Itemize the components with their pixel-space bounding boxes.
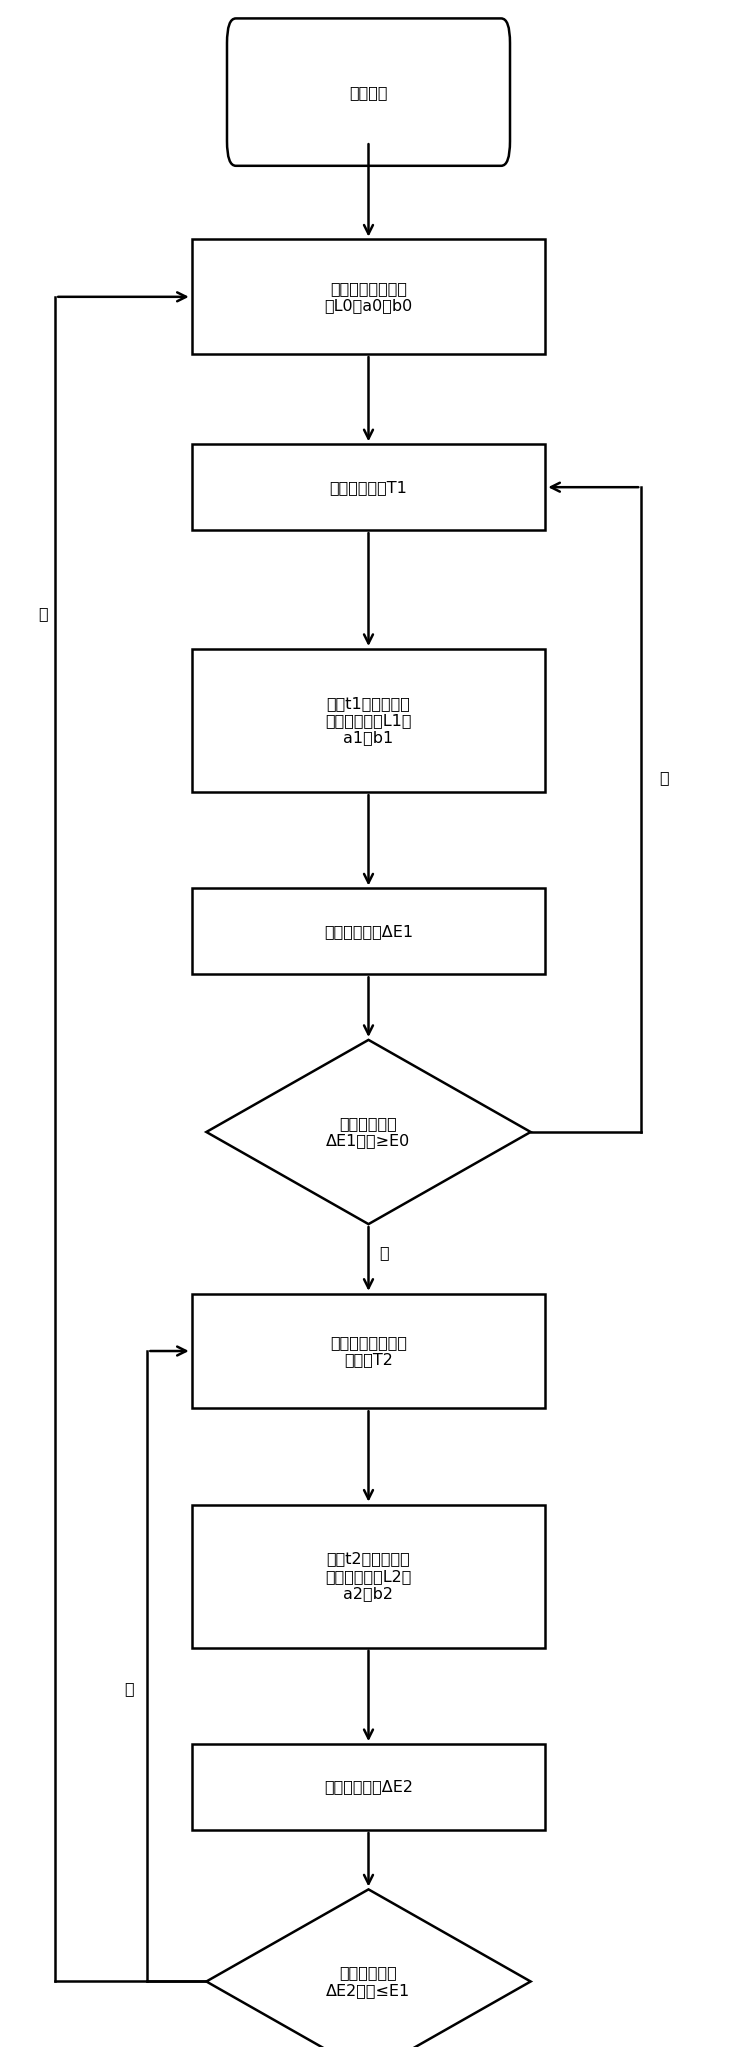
Text: 否: 否 [124,1681,134,1697]
Text: 计算食品色差ΔE1: 计算食品色差ΔE1 [324,923,413,940]
Text: 环境温度设置T1: 环境温度设置T1 [329,479,408,495]
Text: 判断食品色差
ΔE1是否≥E0: 判断食品色差 ΔE1是否≥E0 [326,1116,411,1148]
Text: 放入食品: 放入食品 [349,84,388,100]
Polygon shape [206,1889,531,2047]
Text: 每隔t1时间检测一
次食品色彩值L1、
a1、b1: 每隔t1时间检测一 次食品色彩值L1、 a1、b1 [325,696,412,745]
Bar [192,239,545,354]
Bar [192,444,545,530]
Text: 检测食品初始色彩
值L0、a0、b0: 检测食品初始色彩 值L0、a0、b0 [324,280,413,313]
Text: 自然回温或环境温
度设置T2: 自然回温或环境温 度设置T2 [330,1335,407,1367]
Bar [192,649,545,792]
Bar [192,888,545,974]
Bar [192,1744,545,1830]
Bar [192,1294,545,1408]
Polygon shape [206,1040,531,1224]
Text: 否: 否 [660,770,669,786]
Text: 计算食品色差ΔE2: 计算食品色差ΔE2 [324,1779,413,1795]
Text: 是: 是 [38,606,48,622]
Text: 是: 是 [380,1245,389,1261]
Text: 判断食品色差
ΔE2是否≤E1: 判断食品色差 ΔE2是否≤E1 [326,1965,411,1998]
Bar [192,1505,545,1648]
Text: 每隔t2时间检测一
次食品色彩值L2、
a2、b2: 每隔t2时间检测一 次食品色彩值L2、 a2、b2 [325,1552,412,1601]
FancyBboxPatch shape [227,18,510,166]
